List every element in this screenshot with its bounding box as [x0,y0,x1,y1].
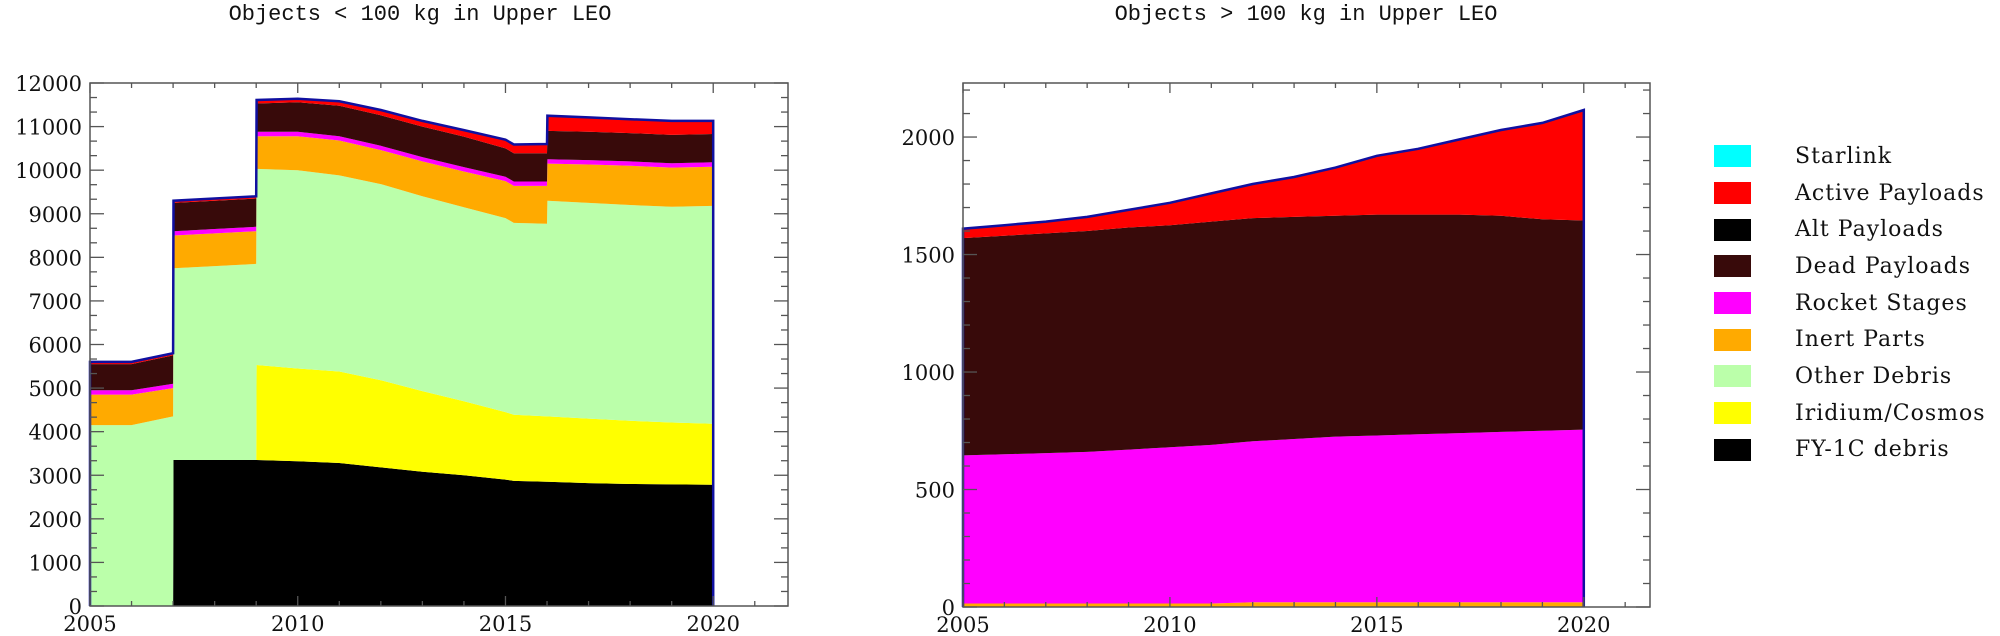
y-tick-label: 1000 [902,361,955,385]
y-tick-label: 5000 [29,377,82,401]
legend-swatch-starlink [1714,145,1751,168]
legend-item: Other Debris [1714,358,1986,395]
y-tick-label: 4000 [29,421,82,445]
area-dead-payloads [963,214,1584,456]
total-outline [961,108,1586,607]
y-tick-label: 500 [915,479,955,503]
area-rocket-stages [963,429,1584,604]
total-outline [88,97,715,606]
legend-swatch-fy1c-debris [1714,438,1751,461]
right-chart-title: Objects > 100 kg in Upper LEO [1114,2,1498,27]
legend-item: Starlink [1714,138,1986,175]
legend-label: Other Debris [1795,363,1953,389]
y-tick-label: 1500 [902,244,955,268]
legend-item: FY-1C debris [1714,432,1986,469]
legend-label: Dead Payloads [1795,253,1971,279]
y-tick-label: 7000 [29,290,82,314]
x-tick-label: 2015 [479,612,532,636]
legend-label: Active Payloads [1795,180,1985,206]
legend-swatch-active-payloads [1714,182,1751,205]
legend-label: Starlink [1795,143,1893,169]
area-iridium-cosmos [90,365,714,606]
y-tick-label: 11000 [15,116,82,140]
legend-label: Alt Payloads [1795,217,1944,243]
legend: Starlink Active Payloads Alt Payloads De… [1714,138,1986,468]
legend-label: FY-1C debris [1795,437,1950,463]
area-dead-payloads [90,102,714,391]
legend-label: Inert Parts [1795,327,1926,353]
x-tick-label: 2020 [1557,613,1610,636]
y-tick-label: 12000 [15,72,82,96]
y-tick-label: 10000 [15,159,82,183]
legend-label: Rocket Stages [1795,290,1968,316]
legend-swatch-alt-payloads [1714,218,1751,241]
legend-item: Active Payloads [1714,175,1986,212]
x-tick-label: 2010 [1143,613,1196,636]
left-chart-title: Objects < 100 kg in Upper LEO [228,2,612,27]
x-tick-label: 2015 [1350,613,1403,636]
y-tick-label: 9000 [29,203,82,227]
y-tick-label: 3000 [29,464,82,488]
x-tick-label: 2020 [686,612,739,636]
y-tick-label: 6000 [29,334,82,358]
legend-swatch-rocket-stages [1714,292,1751,315]
legend-label: Iridium/Cosmos [1795,400,1986,426]
area-active-payloads [963,110,1584,239]
x-tick-label: 2005 [936,613,989,636]
y-tick-label: 0 [69,595,82,619]
legend-swatch-iridium-cosmos [1714,402,1751,425]
y-tick-label: 1000 [29,551,82,575]
legend-item: Dead Payloads [1714,248,1986,285]
area-other-debris [90,168,714,606]
area-active-payloads [90,98,714,365]
plot-frame [962,82,1651,608]
legend-item: Rocket Stages [1714,285,1986,322]
legend-item: Iridium/Cosmos [1714,395,1986,432]
legend-swatch-other-debris [1714,365,1751,388]
y-tick-label: 2000 [902,126,955,150]
area-inert-parts [963,602,1584,607]
y-tick-label: 0 [942,596,955,620]
legend-item: Inert Parts [1714,321,1986,358]
x-tick-label: 2010 [271,612,324,636]
x-tick-label: 2005 [63,612,116,636]
y-tick-label: 2000 [29,508,82,532]
area-fy-1c-debris [90,460,714,606]
legend-swatch-inert-parts [1714,328,1751,351]
y-tick-label: 8000 [29,246,82,270]
legend-swatch-dead-payloads [1714,255,1751,278]
area-inert-parts [90,136,714,426]
legend-item: Alt Payloads [1714,211,1986,248]
